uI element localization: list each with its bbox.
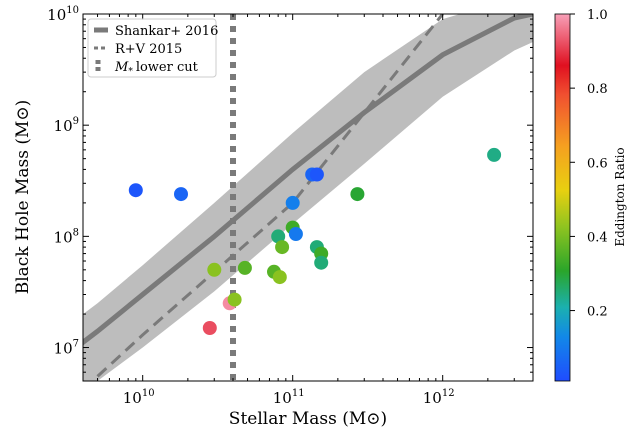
data-point-10 xyxy=(275,240,290,255)
colorbar-tick-label-4: 1.0 xyxy=(587,8,608,23)
x-tick-label-1: 1011 xyxy=(273,388,305,407)
legend-label-rv: R+V 2015 xyxy=(115,42,182,57)
shankar-2016-scatter-band xyxy=(83,14,533,381)
x-tick-label-2: 1012 xyxy=(423,388,455,407)
legend-label-mcut: M* lower cut xyxy=(114,60,199,77)
colorbar-tick-label-1: 0.4 xyxy=(587,230,608,245)
plot-area xyxy=(83,14,533,381)
legend-box xyxy=(87,18,217,78)
y-tick-label-2: 109 xyxy=(54,116,79,135)
data-point-1 xyxy=(174,187,188,202)
colorbar-tick-label-2: 0.6 xyxy=(587,156,608,171)
data-point-15 xyxy=(309,167,324,182)
data-point-4 xyxy=(227,292,242,307)
colorbar-label: Eddington Ratio xyxy=(613,147,627,246)
data-point-13 xyxy=(285,195,300,210)
colorbar-gradient xyxy=(554,13,571,382)
colorbar-ticks: 0.2 0.4 0.6 0.8 1.0 xyxy=(570,8,608,320)
colorbar-tick-label-0: 0.2 xyxy=(587,305,608,320)
shankar-2016-line xyxy=(83,14,533,346)
data-point-6 xyxy=(237,260,252,275)
legend-label-shankar: Shankar+ 2016 xyxy=(115,24,218,39)
data-point-8 xyxy=(272,270,287,285)
data-point-2 xyxy=(202,321,217,335)
y-axis-label: Black Hole Mass (M⊙) xyxy=(13,100,33,295)
data-point-9 xyxy=(271,229,286,244)
x-axis-label: Stellar Mass (M⊙) xyxy=(229,409,387,429)
data-point-18 xyxy=(314,255,329,270)
data-point-5 xyxy=(207,262,222,277)
data-point-12 xyxy=(288,227,303,241)
colorbar: 0.2 0.4 0.6 0.8 1.0 Eddington Ratio xyxy=(554,8,627,382)
x-ticks: 1010 1011 1012 xyxy=(82,14,534,407)
legend: Shankar+ 2016 R+V 2015 M* lower cut xyxy=(87,18,218,78)
scatter-points xyxy=(128,147,502,335)
y-tick-label-1: 108 xyxy=(54,227,79,246)
x-tick-label-0: 1010 xyxy=(123,388,155,407)
y-tick-label-3: 1010 xyxy=(47,5,79,24)
y-ticks: 107 108 109 1010 xyxy=(47,5,533,382)
data-point-0 xyxy=(128,183,143,198)
colorbar-tick-label-3: 0.8 xyxy=(587,82,608,97)
data-point-20 xyxy=(487,147,502,162)
plot-frame xyxy=(82,13,534,382)
y-tick-label-0: 107 xyxy=(54,339,79,358)
data-point-19 xyxy=(350,187,365,202)
